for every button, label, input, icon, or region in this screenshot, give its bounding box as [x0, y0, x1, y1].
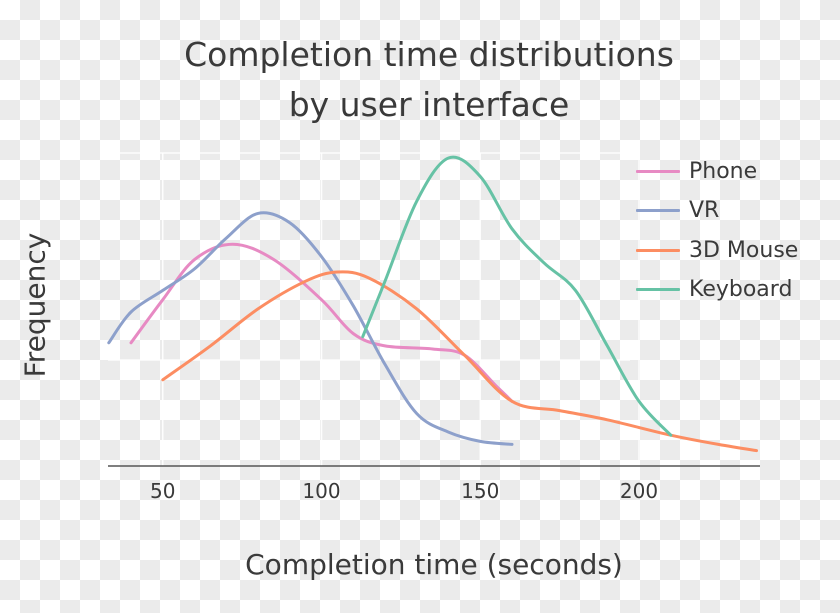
- x-tick-label: 50: [150, 479, 175, 503]
- legend-label: Keyboard: [689, 277, 793, 303]
- legend-swatch-3d-mouse: [636, 248, 680, 252]
- x-axis-ticks: 50 100 150 200: [150, 479, 658, 503]
- series-line-3d-mouse: [161, 270, 758, 453]
- legend-swatch-vr: [636, 209, 680, 213]
- x-axis-label: Completion time (seconds): [245, 548, 623, 581]
- legend: Phone VR 3D Mouse Keyboard: [636, 152, 798, 309]
- x-tick-label: 100: [302, 479, 340, 503]
- x-tick-label: 200: [620, 479, 658, 503]
- chart-title-line-1: Completion time distributions: [184, 35, 674, 74]
- series-line-keyboard: [361, 155, 673, 437]
- legend-label: Phone: [689, 159, 758, 185]
- legend-label: 3D Mouse: [689, 237, 799, 263]
- legend-label: VR: [689, 198, 720, 224]
- legend-item-phone: Phone: [636, 152, 798, 191]
- data-series: [107, 155, 758, 453]
- legend-swatch-keyboard: [636, 288, 680, 292]
- series-line-vr: [107, 211, 514, 446]
- chart-title-line-2: by user interface: [288, 85, 570, 124]
- x-tick-label: 150: [461, 479, 499, 503]
- legend-item-vr: VR: [636, 191, 798, 230]
- legend-item-3d-mouse: 3D Mouse: [636, 231, 798, 270]
- gridlines: [108, 152, 640, 466]
- legend-item-keyboard: Keyboard: [636, 270, 798, 309]
- legend-swatch-phone: [636, 170, 680, 174]
